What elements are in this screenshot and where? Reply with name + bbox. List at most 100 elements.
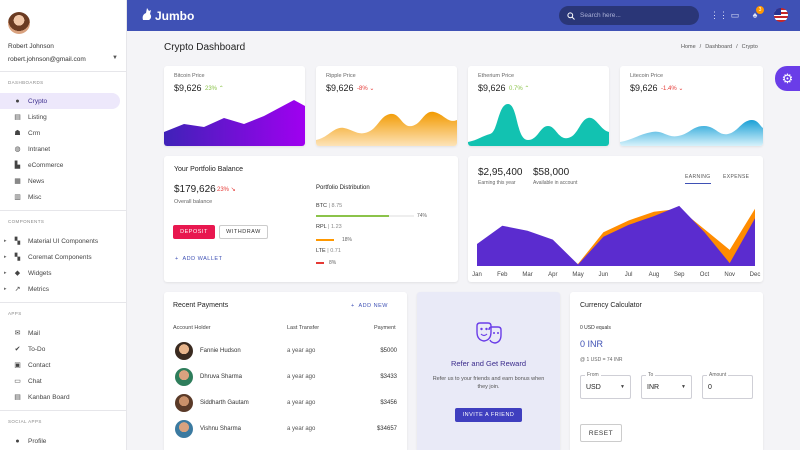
caret-down-icon: ▼ [681,384,686,390]
coin-change: 23% ⌃ [205,85,224,92]
apps-grid-icon[interactable]: ⋮⋮ [710,10,728,20]
sidebar-item-label: Crm [28,129,41,137]
dist-item-btc: BTC | 8.75 [316,203,342,209]
sidebar-item-news[interactable]: ▦ News [0,173,120,189]
intranet-icon: ◍ [14,145,21,153]
litecoin-card: Litecoin Price $9,626 -1.4% ⌄ [620,66,763,146]
settings-gear-icon[interactable]: ⚙ [775,66,800,91]
amount-field[interactable]: Amount 0 [702,372,753,399]
add-new-button[interactable]: + ADD NEW [351,303,388,309]
dist-item-rpl: RPL | 1.23 [316,224,342,230]
sidebar-item-material-ui[interactable]: ▸ ▚ Material UI Components [0,233,120,249]
avatar [175,368,193,386]
x-tick-label: Sep [674,272,685,278]
coin-change: -8% ⌄ [357,85,374,92]
section-label-social: SOCIAL APPS [8,419,42,424]
sidebar-item-label: Kanban Board [28,393,70,401]
table-row[interactable]: Dhruva Sharma a year ago $3433 [165,364,407,390]
jumbo-logo-icon [142,8,152,20]
sidebar-item-chat[interactable]: ▭ Chat [0,373,120,389]
dist-amount: | 1.23 [328,224,342,230]
caret-down-icon[interactable]: ▼ [112,55,118,61]
last-transfer: a year ago [287,374,316,380]
payment-amount: $34657 [376,426,397,432]
coin-label: Bitcoin Price [174,73,205,79]
messages-icon[interactable]: ▭ [730,10,740,20]
sidebar-item-mail[interactable]: ✉ Mail [0,325,120,341]
avatar [175,394,193,412]
coin-price: $9,626 [478,83,506,93]
plus-icon: + [351,303,355,309]
from-label: From [585,372,601,378]
portfolio-title: Your Portfolio Balance [174,166,244,173]
x-tick-label: Oct [700,272,710,278]
notifications-bell-icon[interactable]: ♠ [752,10,758,20]
coin-change: 0.7% ⌃ [509,85,529,92]
coin-change: -1.4% ⌄ [661,85,683,92]
todo-icon: ✔ [14,345,21,353]
sidebar-item-crm[interactable]: ☗ Crm [0,125,120,141]
expand-icon: ▸ [4,286,7,292]
user-avatar[interactable] [8,12,30,34]
arrow-down-icon: ⌄ [678,86,684,92]
us-flag-icon[interactable] [774,8,788,22]
withdraw-button[interactable]: WITHDRAW [219,225,268,239]
sidebar-item-profile[interactable]: ● Profile [0,433,120,449]
table-row[interactable]: Vishnu Sharma a year ago $34657 [165,416,407,442]
widgets-icon: ◆ [14,269,21,277]
sidebar-item-label: Mail [28,329,40,337]
coin-change-value: -8% [357,86,368,92]
breadcrumb-separator: / [699,44,702,50]
currency-calculator-card: Currency Calculator 0 USD equals 0 INR @… [570,292,763,450]
coin-label: Litecoin Price [630,73,664,79]
dist-item-lte: LTE | 0.71 [316,248,341,254]
sidebar-item-metrics[interactable]: ▸ ↗ Metrics [0,281,120,297]
sidebar-item-listing[interactable]: ▤ Listing [0,109,120,125]
available-value: $58,000 [533,167,570,178]
arrow-up-icon: ⌃ [218,86,224,92]
account-holder: Vishnu Sharma [200,426,241,432]
sidebar-item-label: Intranet [28,145,51,153]
coin-label: Ripple Price [326,73,356,79]
crm-icon: ☗ [14,129,21,137]
to-currency-select[interactable]: To INR ▼ [641,372,692,399]
distribution-title: Portfolio Distribution [316,185,370,191]
portfolio-change-value: 23% [217,187,230,193]
deposit-button[interactable]: DEPOSIT [173,225,215,239]
breadcrumb-dashboard[interactable]: Dashboard [705,44,733,50]
sidebar-item-todo[interactable]: ✔ To-Do [0,341,120,357]
sidebar-item-ecommerce[interactable]: ▙ eCommerce [0,157,120,173]
sidebar-item-label: Widgets [28,269,52,277]
expand-icon: ▸ [4,238,7,244]
table-row[interactable]: Fannie Hudson a year ago $5000 [165,338,407,364]
sidebar-item-widgets[interactable]: ▸ ◆ Widgets [0,265,120,281]
table-row[interactable]: Siddharth Gautam a year ago $3456 [165,390,407,416]
dist-coin: LTE [316,248,326,254]
last-transfer: a year ago [287,426,316,432]
col-last-transfer: Last Transfer [287,325,320,331]
account-holder: Fannie Hudson [200,348,241,354]
sidebar-item-kanban[interactable]: ▤ Kanban Board [0,389,120,405]
invite-friend-button[interactable]: INVITE A FRIEND [455,408,522,422]
area-series-0 [477,205,755,266]
sidebar-item-coremat[interactable]: ▸ ▚ Coremat Components [0,249,120,265]
from-currency-select[interactable]: From USD ▼ [580,372,631,399]
earning-label: Earning this year [478,180,516,186]
from-value: USD [586,384,601,391]
sidebar-item-misc[interactable]: ▥ Misc [0,189,120,205]
search-input[interactable] [580,12,690,19]
breadcrumb-home[interactable]: Home [681,44,696,50]
sidebar-item-intranet[interactable]: ◍ Intranet [0,141,120,157]
x-tick-label: Dec [750,272,761,278]
metrics-icon: ↗ [14,285,21,293]
add-wallet-button[interactable]: + ADD WALLET [175,256,222,262]
etherium-card: Etherium Price $9,626 0.7% ⌃ [468,66,609,146]
sidebar-item-crypto[interactable]: ● Crypto [0,93,120,109]
reset-button[interactable]: RESET [580,424,622,442]
tab-earning[interactable]: EARNING [685,174,711,184]
sidebar-item-contact[interactable]: ▣ Contact [0,357,120,373]
notification-badge: 3 [756,6,764,14]
portfolio-balance: $179,626 [174,184,216,195]
topbar: Jumbo ⋮⋮ ▭ ♠ 3 [127,0,800,31]
tab-expense[interactable]: EXPENSE [723,174,750,180]
